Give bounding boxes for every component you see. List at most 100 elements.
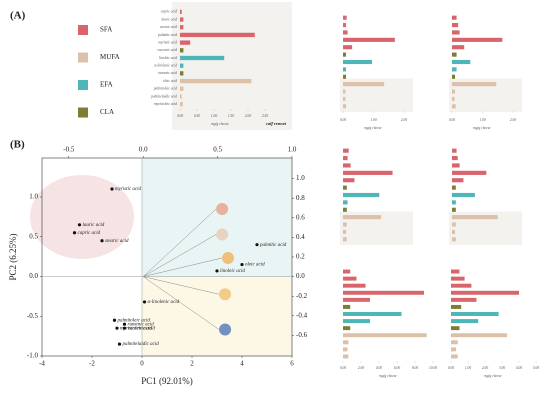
bar [451,290,519,295]
x-tick-label: 10.00 [429,366,437,370]
sample-icon [219,288,232,301]
point-label: myristic acid [115,187,141,192]
bar [452,104,456,109]
bar [452,229,456,234]
bar [451,326,460,331]
bar [451,269,460,274]
tick-label: 0.6 [296,213,305,221]
loading-vector [143,208,217,277]
tick-label: 0 [140,360,144,368]
point [117,342,122,346]
x-tick-label: 0.00 [449,118,455,122]
bar [180,9,182,14]
point-label: myristoleic acid [120,326,153,331]
bar [343,222,347,227]
bar [343,237,347,242]
x-tick-label: 3.00 [499,366,505,370]
bar [343,170,393,175]
bar [343,45,353,50]
x-tick-label: 0.00 [340,366,346,370]
point-label: palmitelaidic acid [122,342,160,347]
bar [343,96,346,101]
point-label: α-linolenic acid [148,300,180,305]
x-axis-label: mg/g cheese [364,126,382,130]
bar [343,59,372,65]
legend-swatch [78,52,88,63]
bar [452,185,456,190]
sample-icon [216,228,229,241]
point-label: capric acid [78,231,101,236]
tick-label: 0.5 [213,146,222,154]
x-axis-label: mg/g cheese [379,374,397,378]
bar [451,283,472,288]
point-label: vaccenic acid [128,326,156,331]
bar [452,67,457,72]
bar [452,222,456,227]
x-tick-label: 1.00 [370,118,376,122]
tick-label: 0.0 [139,146,148,154]
bar [343,333,427,338]
y-tick-label: myristic acid [158,40,177,44]
tick-label: -0.4 [296,311,308,319]
legend-swatch [78,107,88,118]
x-tick-label: 4.00 [376,366,382,370]
tick-label: 1.0 [296,174,305,182]
point-label: palmitic acid [259,243,287,248]
tick-label: 0.5 [29,232,38,240]
y-tick-label: linoleic acid [159,56,177,60]
point [122,326,127,330]
bar [180,55,225,61]
tick-label: -2 [89,360,95,368]
bar [343,185,347,190]
sample-icon [219,323,232,336]
point [240,262,244,267]
quadrant [142,277,292,356]
bar [452,178,464,183]
bar [451,347,457,352]
y-tick-label: α-linolenic acid [154,64,177,68]
x-axis-label: mg/g cheese [211,122,229,126]
bar [343,276,357,281]
bar [451,333,508,338]
tick-label: 2 [190,360,194,368]
bar [343,163,351,168]
x-tick-label: 8.00 [412,366,418,370]
bar [180,86,184,91]
point [255,243,259,247]
legend-label: CLA [100,108,114,116]
bar [180,71,184,76]
bar [452,52,457,57]
bar [452,163,460,168]
x-tick-label: 0.00 [340,118,346,122]
point [112,318,117,322]
point-label: rumenic acid [128,322,155,327]
bar [452,192,475,198]
bar [343,340,349,345]
tick-label: 6 [290,360,294,368]
y-tick-label: rumenic acid [158,71,177,75]
bar [343,52,347,57]
bar [452,74,456,79]
bar [451,312,499,316]
tick-label: -1.0 [27,352,39,360]
panel-background [172,2,292,130]
bar [452,156,458,161]
bar [451,276,465,281]
loading-vector [143,257,223,277]
bar [451,340,458,345]
bar [180,48,184,53]
y-tick-label: palmitoleic acid [153,87,177,91]
bar [343,82,385,87]
x-tick-label: 1.00 [479,118,485,122]
tick-label: 0.8 [296,194,305,202]
chart-subtitle: calf rennet [266,121,287,126]
x-axis-label: mg/g cheese [484,374,502,378]
point [142,300,147,304]
bar [451,319,479,324]
bar [343,192,380,198]
bar [452,215,498,220]
point-label: oleic acid [245,263,265,268]
bar [343,37,395,42]
bar [180,25,184,30]
